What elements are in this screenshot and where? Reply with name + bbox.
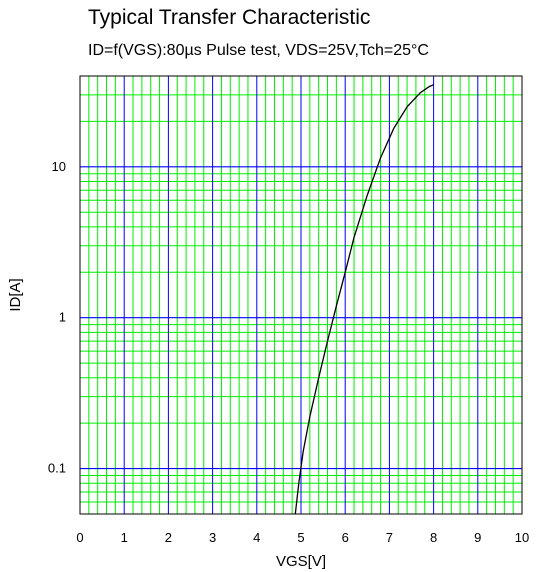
chart-subtitle: ID=f(VGS):80µs Pulse test, VDS=25V,Tch=2… [88,42,429,59]
series-line [294,84,434,515]
y-tick-labels: 0.1 1 10 [48,159,66,476]
x-tick-label: 8 [430,530,437,545]
chart-title: Typical Transfer Characteristic [88,6,371,29]
x-axis-label: VGS[V] [276,553,326,570]
major-grid [80,76,522,514]
x-tick-label: 1 [121,530,128,545]
x-tick-label: 3 [209,530,216,545]
x-tick-label: 4 [253,530,260,545]
x-tick-labels: 0 1 2 3 4 5 6 7 8 9 10 [76,530,529,545]
x-tick-label: 9 [474,530,481,545]
x-tick-label: 10 [515,530,529,545]
x-tick-label: 7 [386,530,393,545]
x-tick-label: 0 [76,530,83,545]
plot-frame [79,75,523,515]
x-tick-label: 5 [297,530,304,545]
y-tick-label: 10 [52,159,66,174]
x-tick-label: 2 [165,530,172,545]
y-axis-label: ID[A] [7,278,24,311]
x-tick-label: 6 [342,530,349,545]
y-tick-label: 1 [59,310,66,325]
y-tick-label: 0.1 [48,461,66,476]
